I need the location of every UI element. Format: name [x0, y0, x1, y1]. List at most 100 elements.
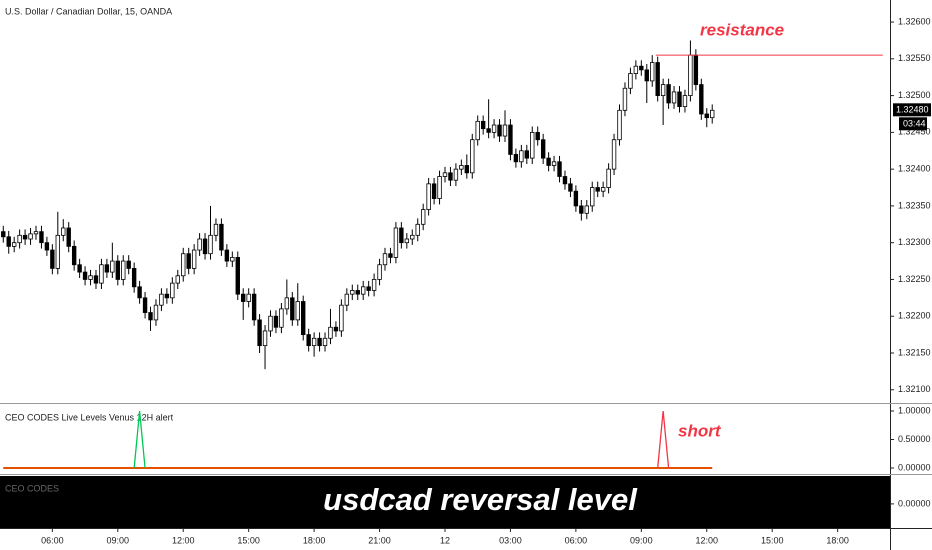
banner-box	[0, 476, 890, 528]
x-tick-label: 12:00	[172, 535, 195, 545]
y-tick-label: 1.32500	[898, 90, 931, 100]
candle-body	[355, 290, 360, 295]
candle-body	[246, 293, 251, 302]
candle-body	[579, 205, 584, 214]
y-tick-label: 1.32600	[898, 16, 931, 26]
candle-body	[317, 337, 322, 347]
candle-body	[115, 260, 120, 280]
candle-body	[322, 337, 328, 347]
candle-body	[459, 165, 464, 170]
x-tick-label: 06:00	[565, 535, 588, 545]
last-price-box	[893, 103, 931, 117]
candle-body	[633, 65, 639, 74]
candle-body	[61, 227, 66, 236]
candle-body	[660, 84, 666, 97]
candle-body	[241, 293, 246, 302]
y-tick-label: 0.00000	[898, 498, 931, 508]
candle-body	[639, 65, 644, 71]
candle-body	[50, 249, 55, 269]
candle-body	[371, 279, 377, 291]
candle-body	[377, 264, 382, 280]
candle-body	[644, 69, 649, 82]
candle-body	[502, 124, 508, 137]
indicator-line	[657, 410, 670, 469]
candle-body	[464, 165, 470, 174]
candle-body	[442, 172, 448, 177]
candle-body	[208, 234, 213, 255]
candle-body	[557, 161, 562, 177]
candle-body	[110, 260, 115, 273]
candle-body	[213, 223, 219, 236]
y-tick-label: 1.32450	[898, 127, 931, 137]
x-tick-label: 18:00	[303, 535, 326, 545]
short-label: short	[678, 421, 722, 440]
y-tick-label: 1.32100	[898, 384, 931, 394]
candle-body	[426, 183, 431, 210]
candle-body	[393, 227, 399, 258]
candle-body	[382, 253, 388, 266]
y-tick-label: 1.32200	[898, 311, 931, 321]
candle-body	[159, 293, 164, 306]
candle-body	[535, 131, 540, 141]
candle-body	[93, 275, 99, 284]
candle-body	[600, 187, 606, 192]
candle-body	[688, 54, 693, 97]
candle-body	[6, 236, 11, 247]
candle-body	[513, 154, 519, 163]
candle-body	[497, 124, 502, 137]
candle-body	[540, 139, 546, 159]
last-price-label: 1.32480	[896, 105, 929, 115]
candle-body	[82, 271, 88, 280]
candle-body	[44, 242, 50, 251]
y-tick-label: 1.32250	[898, 274, 931, 284]
candle-body	[650, 62, 655, 82]
candle-body	[437, 176, 442, 199]
candle-body	[333, 326, 339, 332]
candle-body	[562, 176, 568, 185]
candle-body	[682, 95, 688, 108]
candle-body	[399, 227, 404, 244]
candle-body	[611, 139, 617, 170]
countdown-box	[899, 117, 927, 131]
x-tick-label: 09:00	[630, 535, 653, 545]
candle-body	[415, 223, 420, 236]
candle-body	[33, 231, 39, 235]
x-tick-label: 15:00	[761, 535, 784, 545]
candle-body	[235, 256, 240, 295]
candle-body	[17, 234, 22, 244]
y-tick-label: 1.32150	[898, 347, 931, 357]
candle-body	[11, 242, 17, 247]
candle-body	[137, 286, 142, 299]
candle-body	[666, 84, 671, 104]
candle-body	[142, 297, 148, 313]
candle-body	[39, 231, 44, 244]
candle-body	[290, 297, 295, 321]
candle-body	[181, 253, 186, 277]
y-tick-label: 1.32550	[898, 53, 931, 63]
candle-body	[404, 238, 410, 244]
candle-body	[71, 245, 77, 266]
candle-body	[480, 120, 486, 130]
candle-body	[224, 249, 230, 262]
candle-body	[88, 275, 93, 280]
candle-body	[301, 301, 306, 336]
candle-body	[186, 253, 191, 269]
x-tick-label: 06:00	[41, 535, 64, 545]
candle-body	[99, 264, 104, 284]
candle-body	[628, 73, 633, 89]
candle-body	[311, 337, 317, 347]
candle-body	[175, 275, 180, 284]
candle-body	[268, 315, 273, 332]
candle-body	[475, 120, 480, 141]
x-tick-label: 18:00	[826, 535, 849, 545]
candle-body	[388, 253, 393, 258]
candle-body	[671, 91, 677, 104]
candle-body	[126, 260, 131, 269]
x-tick-label: 21:00	[368, 535, 391, 545]
candle-body	[170, 282, 175, 299]
candle-body	[546, 157, 551, 166]
candle-body	[524, 150, 530, 159]
candle-body	[693, 54, 699, 85]
candle-body	[431, 183, 437, 199]
